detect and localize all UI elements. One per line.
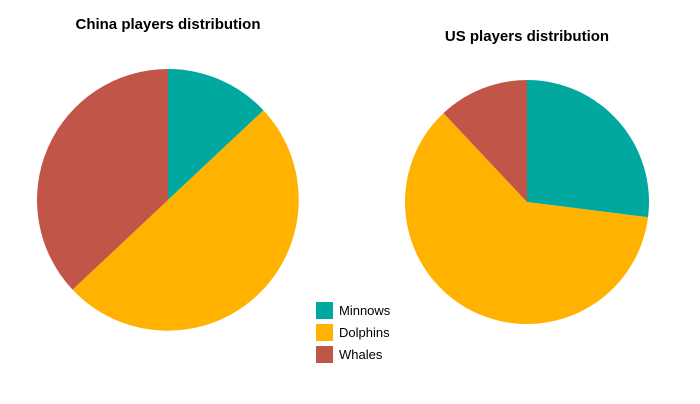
legend-swatch-minnows bbox=[316, 302, 333, 319]
chart-title-china: China players distribution bbox=[75, 16, 261, 33]
pie-slice-minnows bbox=[168, 69, 264, 200]
pie-slice-dolphins bbox=[72, 110, 299, 331]
pie-slice-whales bbox=[443, 80, 527, 202]
legend: Minnows Dolphins Whales bbox=[316, 302, 390, 363]
legend-swatch-dolphins bbox=[316, 324, 333, 341]
legend-swatch-whales bbox=[316, 346, 333, 363]
legend-label-whales: Whales bbox=[339, 347, 383, 362]
chart-title-us: US players distribution bbox=[444, 28, 610, 45]
pie-slice-minnows bbox=[527, 80, 650, 218]
legend-item-dolphins: Dolphins bbox=[316, 324, 390, 341]
pie-chart-us bbox=[405, 80, 650, 325]
legend-item-whales: Whales bbox=[316, 346, 390, 363]
legend-item-minnows: Minnows bbox=[316, 302, 390, 319]
pie-slice-whales bbox=[37, 69, 168, 290]
legend-label-minnows: Minnows bbox=[339, 303, 391, 318]
pie-chart-china bbox=[37, 69, 299, 331]
legend-label-dolphins: Dolphins bbox=[339, 325, 390, 340]
pie-slice-dolphins bbox=[405, 113, 649, 325]
